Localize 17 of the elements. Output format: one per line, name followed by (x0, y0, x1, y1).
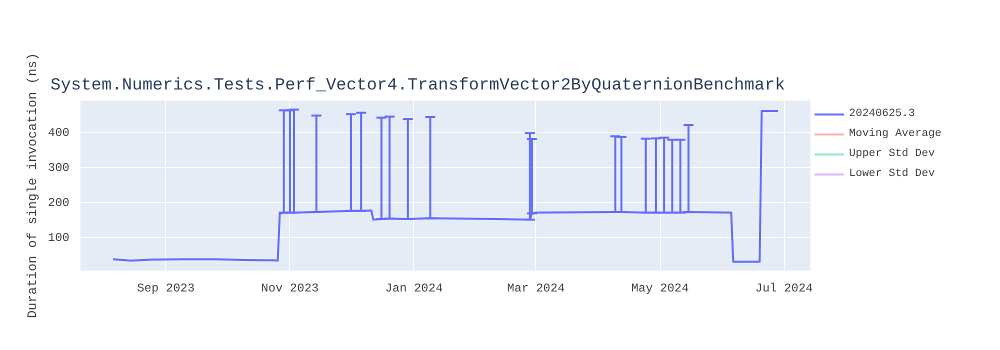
legend-label: Lower Std Dev (849, 168, 935, 180)
x-tick-label: Jul 2024 (755, 282, 813, 296)
x-tick-label: Nov 2023 (261, 282, 319, 296)
x-tick-label: Jan 2024 (385, 282, 443, 296)
y-axis-title: Duration of single invocation (ns) (24, 52, 40, 318)
legend-label: 20240625.3 (849, 108, 916, 120)
x-tick-label: Sep 2023 (137, 282, 195, 296)
y-tick-label: 400 (48, 126, 70, 140)
y-tick-label: 200 (48, 196, 70, 210)
y-tick-label: 300 (48, 161, 70, 176)
chart-title: System.Numerics.Tests.Perf_Vector4.TransformVector2ByQuaternionBenchmark (50, 76, 786, 96)
legend-label: Moving Average (849, 128, 942, 140)
x-tick-label: Mar 2024 (507, 282, 565, 296)
x-tick-label: May 2024 (631, 282, 689, 296)
legend-label: Upper Std Dev (849, 148, 935, 160)
line-series (112, 110, 779, 263)
y-tick-label: 100 (48, 231, 70, 246)
